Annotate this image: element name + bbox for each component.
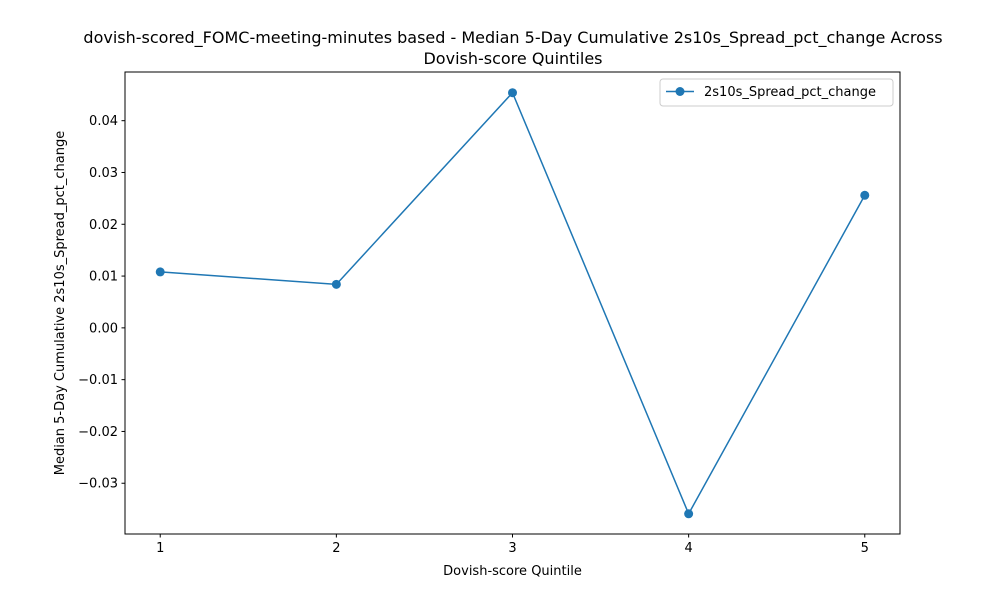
chart-title-line-2: Dovish-score Quintiles — [423, 49, 603, 68]
x-axis-ticks: 1 2 3 4 5 — [156, 534, 869, 556]
x-tick-label: 3 — [508, 541, 516, 556]
y-tick-label: 0.03 — [89, 166, 118, 181]
x-tick-label: 5 — [861, 541, 869, 556]
legend: 2s10s_Spread_pct_change — [659, 78, 894, 107]
data-point — [684, 509, 694, 519]
legend-label: 2s10s_Spread_pct_change — [704, 85, 876, 100]
legend-box — [659, 78, 894, 107]
data-point — [508, 88, 517, 98]
data-point — [155, 267, 165, 277]
y-tick-label: −0.02 — [78, 425, 118, 440]
y-tick-label: 0.00 — [89, 321, 118, 336]
y-axis-label: Median 5-Day Cumulative 2s10s_Spread_pct… — [53, 131, 68, 476]
y-tick-label: 0.01 — [89, 270, 118, 285]
chart-title: dovish-scored_FOMC-meeting-minutes based… — [0, 27, 1000, 69]
x-tick-label: 4 — [684, 541, 692, 556]
plot-area — [124, 71, 901, 535]
x-tick-label: 2 — [332, 541, 340, 556]
x-tick-label: 1 — [156, 541, 164, 556]
series-layer — [155, 88, 870, 519]
y-axis-ticks: −0.03 −0.02 −0.01 0.00 0.01 0.02 0.03 0.04 — [78, 114, 125, 492]
y-tick-label: 0.04 — [89, 114, 118, 129]
y-tick-label: −0.01 — [78, 373, 118, 388]
chart-title-line-1: dovish-scored_FOMC-meeting-minutes based… — [83, 28, 943, 47]
data-point — [860, 190, 870, 200]
x-axis-label: Dovish-score Quintile — [443, 564, 582, 579]
legend-marker-sample — [675, 87, 685, 96]
y-tick-label: 0.02 — [89, 218, 118, 233]
y-tick-label: −0.03 — [78, 477, 118, 492]
data-point — [331, 279, 341, 289]
